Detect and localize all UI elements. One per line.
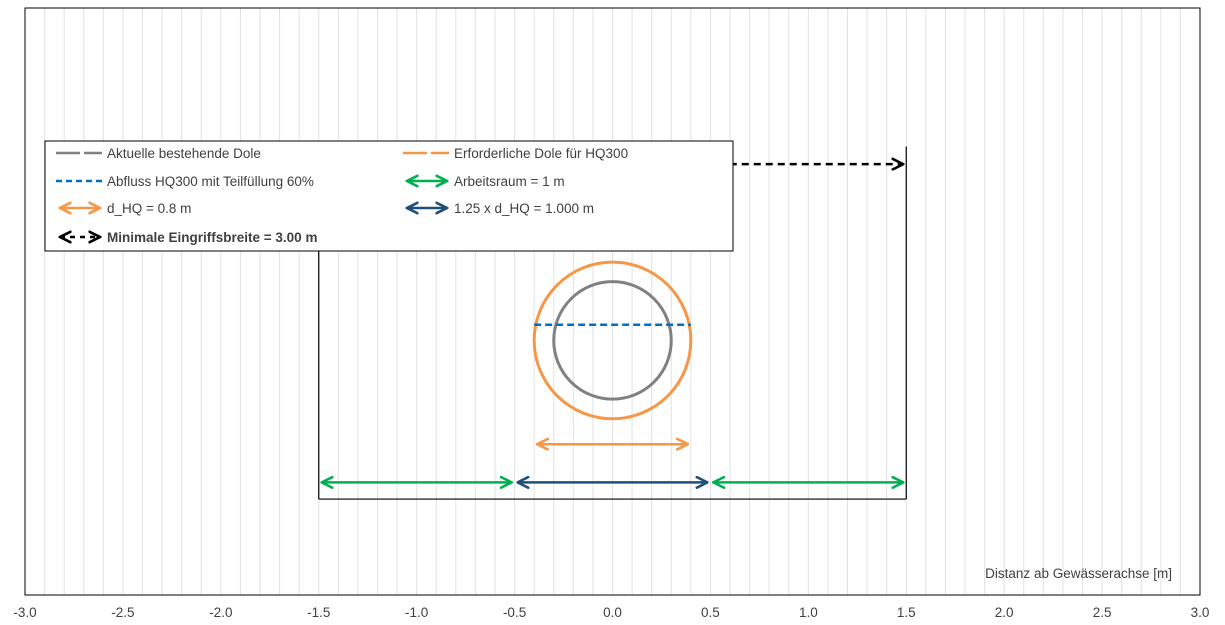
- legend-label: Abfluss HQ300 mit Teilfüllung 60%: [107, 174, 314, 189]
- x-tick-label: 0.5: [701, 605, 720, 620]
- x-tick-label: 2.0: [995, 605, 1014, 620]
- legend-label: Minimale Eingriffsbreite = 3.00 m: [107, 230, 317, 245]
- legend-label: 1.25 x d_HQ = 1.000 m: [454, 201, 594, 216]
- x-tick-label: -1.5: [307, 605, 330, 620]
- x-axis-label: Distanz ab Gewässerachse [m]: [985, 566, 1172, 581]
- x-tick-label: 1.0: [799, 605, 818, 620]
- legend-label: Arbeitsraum = 1 m: [454, 174, 565, 189]
- legend: Aktuelle bestehende Dole Erforderliche Do…: [44, 140, 734, 252]
- x-tick-label: -3.0: [13, 605, 36, 620]
- legend-label: Aktuelle bestehende Dole: [107, 146, 261, 161]
- circle-erforderliche-dole-f-r-hq300: [532, 260, 693, 421]
- circle-aktuelle-bestehende-dole: [552, 280, 673, 401]
- x-tick-label: 1.5: [897, 605, 916, 620]
- plot-area-border: [24, 7, 1201, 596]
- legend-items: Aktuelle bestehende Dole Erforderliche Do…: [56, 146, 628, 245]
- x-tick-label: 0.0: [603, 605, 622, 620]
- x-tick-label: -0.5: [503, 605, 526, 620]
- legend-label: d_HQ = 0.8 m: [107, 201, 191, 216]
- x-tick-label: -2.0: [209, 605, 232, 620]
- x-tick-label: 2.5: [1093, 605, 1112, 620]
- x-tick-label: -1.0: [405, 605, 428, 620]
- vertical-gridlines: [44, 8, 1181, 595]
- legend-box: [44, 140, 734, 252]
- legend-label: Erforderliche Dole für HQ300: [454, 146, 628, 161]
- x-tick-label: -2.5: [111, 605, 134, 620]
- x-tick-label: 3.0: [1191, 605, 1210, 620]
- x-axis-tick-labels: -3.0 -2.5 -2.0 -1.5 -1.0 -0.5 0.0 0.5 1.0 1.5 2.0 2…: [13, 605, 1209, 620]
